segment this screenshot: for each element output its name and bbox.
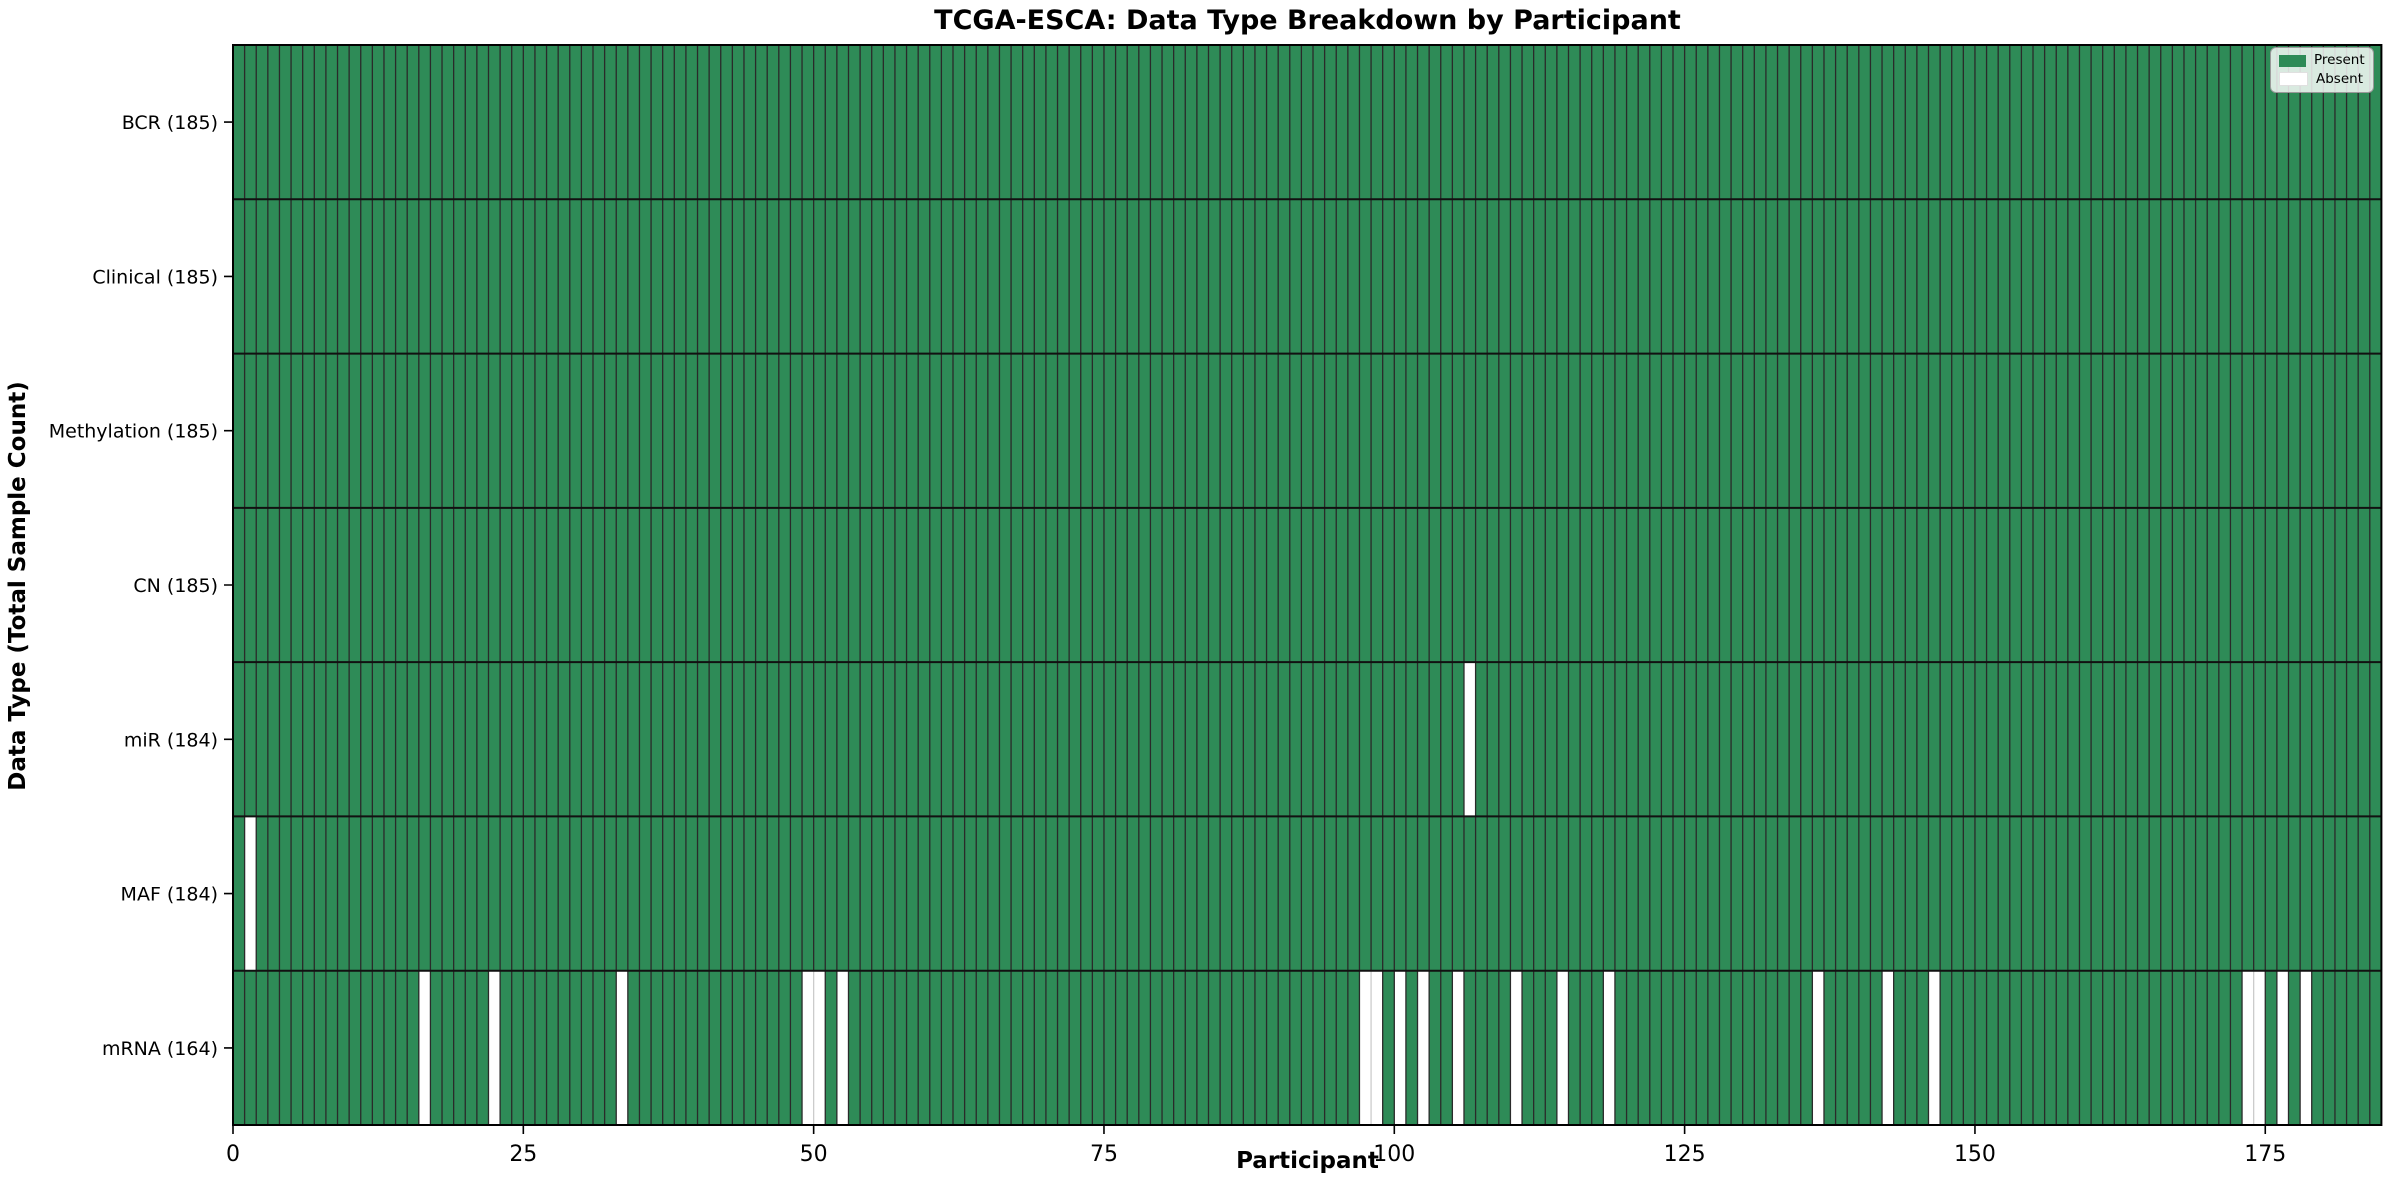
absent-cell <box>2253 970 2266 1125</box>
absent-cell <box>2242 970 2254 1125</box>
x-tick-label: 150 <box>1954 1142 1996 1167</box>
bar-edges <box>243 507 2371 663</box>
legend-present-label: Present <box>2314 51 2365 68</box>
absent-cell <box>1556 970 1569 1125</box>
x-axis-label: Participant <box>1236 1148 1379 1174</box>
chart-title: TCGA-ESCA: Data Type Breakdown by Partic… <box>934 5 1681 36</box>
absent-cell <box>836 970 849 1125</box>
absent-cell <box>418 970 431 1125</box>
absent-cell <box>1882 970 1894 1125</box>
x-tick-label: 75 <box>1090 1142 1118 1167</box>
legend: Present Absent <box>2270 47 2374 93</box>
bar-edges <box>243 816 2371 971</box>
x-tick-label: 25 <box>509 1142 537 1167</box>
absent-cell <box>616 970 628 1125</box>
absent-cell <box>1394 970 1406 1125</box>
y-tick-label: mRNA (164) <box>102 1038 218 1060</box>
legend-entry-absent: Absent <box>2279 70 2365 87</box>
axis-ticks <box>224 121 2267 1134</box>
x-tick-label: 175 <box>2244 1142 2286 1167</box>
x-tick-label: 125 <box>1664 1142 1706 1167</box>
bar-edges <box>243 970 2371 1125</box>
absent-cell <box>244 816 257 971</box>
absent-swatch <box>2279 72 2308 87</box>
absent-cell <box>813 970 826 1125</box>
bar-edges <box>243 662 2371 817</box>
row-dividers <box>233 198 2382 972</box>
present-cells-background <box>233 45 2382 1125</box>
absent-cell <box>2276 970 2289 1125</box>
absent-cell <box>802 970 814 1125</box>
absent-cell <box>1603 970 1615 1125</box>
legend-absent-label: Absent <box>2316 70 2363 87</box>
absent-cell <box>1510 970 1523 1125</box>
absent-cell <box>1463 662 1476 817</box>
legend-entry-present: Present <box>2279 51 2365 68</box>
absent-cell <box>1359 970 1372 1125</box>
x-tick-label: 0 <box>226 1142 240 1167</box>
present-swatch <box>2279 54 2306 67</box>
y-tick-label: Clinical (185) <box>92 266 218 288</box>
y-tick-label: BCR (185) <box>122 112 218 134</box>
bar-edges <box>243 45 2371 200</box>
bar-edges <box>243 199 2371 354</box>
absent-cell <box>2300 970 2312 1125</box>
bar-edges-light <box>813 970 2255 1125</box>
y-tick-label: MAF (184) <box>121 884 218 906</box>
absent-cell <box>1417 970 1430 1125</box>
x-tick-label: 50 <box>800 1142 828 1167</box>
y-tick-label: Methylation (185) <box>49 421 218 443</box>
y-axis-label: Data Type (Total Sample Count) <box>5 381 31 791</box>
absent-cell <box>1371 970 1383 1125</box>
x-tick-label: 100 <box>1373 1142 1415 1167</box>
absent-cell <box>1812 970 1824 1125</box>
bar-edges <box>243 353 2371 508</box>
y-tick-label: CN (185) <box>133 575 218 597</box>
absent-cell <box>1452 970 1464 1125</box>
y-tick-label: miR (184) <box>124 729 218 751</box>
absent-cell <box>1928 970 1941 1125</box>
absent-cell <box>488 970 501 1125</box>
